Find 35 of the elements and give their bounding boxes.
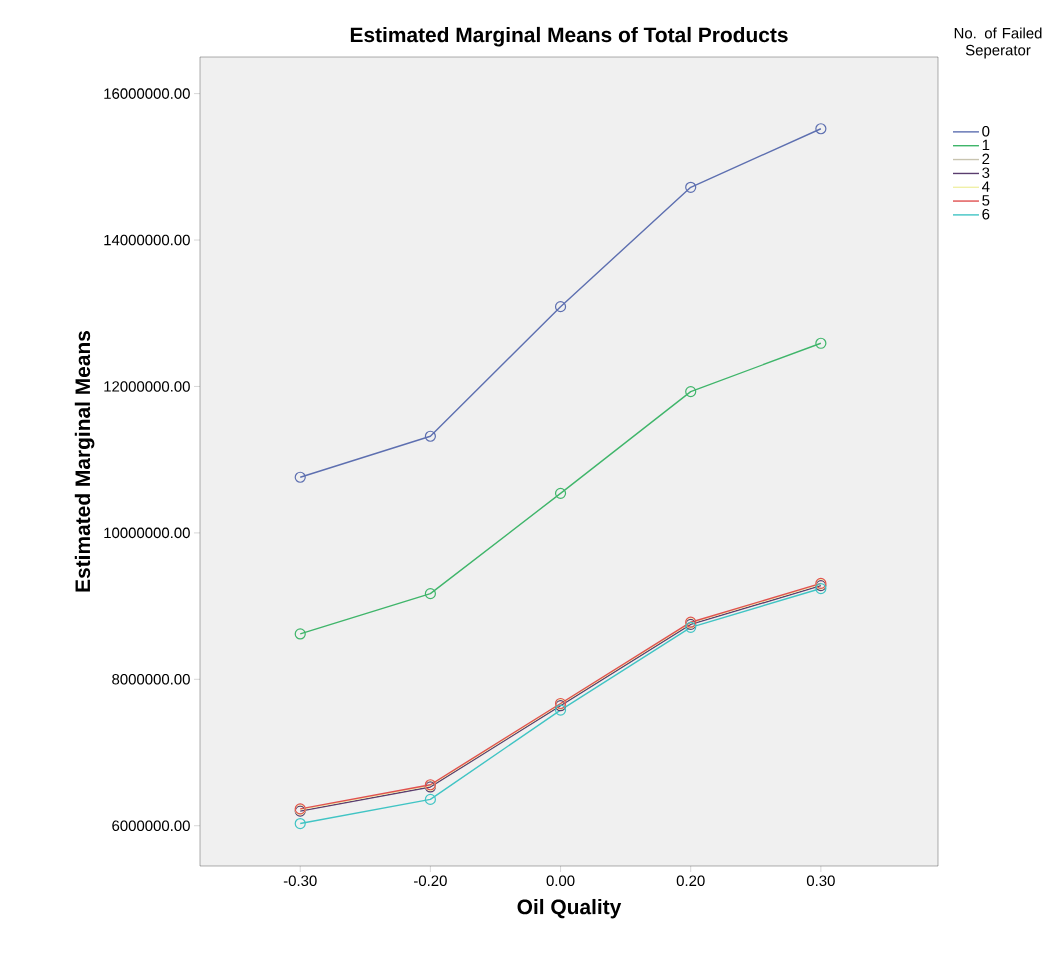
legend-label: 0: [982, 125, 990, 137]
legend-label: 4: [982, 181, 990, 192]
y-axis-title: Estimated Marginal Means: [74, 331, 95, 592]
point: [294, 628, 306, 640]
y-tick-label: 8000000.00: [112, 674, 190, 685]
x-tick-label: -0.30: [283, 875, 317, 887]
point: [294, 471, 306, 483]
point: [554, 487, 567, 499]
y-tick-label: 14000000.00: [104, 234, 190, 246]
legend-label: 5: [982, 195, 990, 206]
x-tick-label: 0.30: [806, 875, 835, 887]
x-tick-label: -0.20: [414, 875, 447, 887]
point: [685, 385, 697, 398]
point: [815, 337, 827, 349]
y-tick-label: 10000000.00: [104, 527, 190, 539]
legend-label: 6: [982, 208, 990, 220]
chart-title: Estimated Marginal Means of Total Products: [350, 26, 788, 47]
point: [554, 704, 567, 716]
y-tick-label: 6000000.00: [112, 820, 190, 832]
point: [424, 430, 436, 442]
point: [424, 588, 436, 600]
point: [294, 817, 306, 830]
x-axis-title: Oil Quality: [517, 898, 622, 919]
point: [424, 793, 436, 805]
y-tick-label: 12000000.00: [104, 381, 190, 392]
x-tick-label: 0.20: [676, 875, 705, 887]
point: [685, 181, 697, 193]
legend-label: 2: [982, 153, 990, 165]
point: [815, 123, 827, 135]
legend-label: 3: [982, 167, 990, 179]
x-tick-label: 0.00: [546, 875, 575, 887]
y-tick-label: 16000000.00: [104, 88, 190, 99]
point: [554, 301, 567, 313]
legend-label: 1: [982, 139, 990, 151]
legend-title: No. of Failed Seperator: [954, 27, 1042, 59]
